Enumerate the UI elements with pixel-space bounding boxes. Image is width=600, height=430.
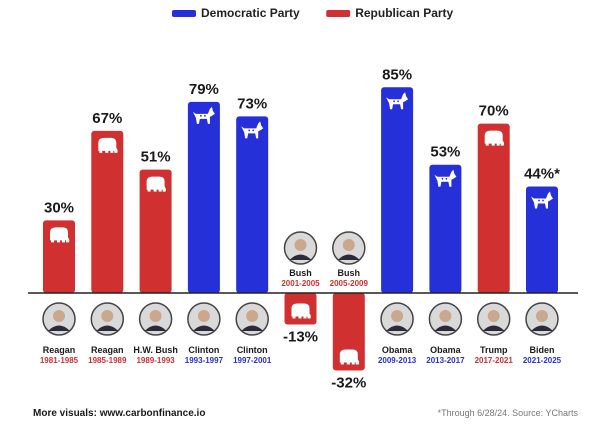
elephant-icon (50, 227, 70, 243)
bar-11 (526, 186, 558, 293)
elephant-icon (98, 137, 118, 153)
president-name-10: Trump (480, 345, 508, 355)
president-name-9: Obama (430, 345, 462, 355)
legend-swatch-2 (326, 10, 351, 17)
donkey-icon (241, 121, 264, 139)
donkey-icon (434, 169, 457, 187)
elephant-icon (146, 176, 166, 192)
value-label-7: -32% (331, 374, 366, 391)
bar-5 (236, 116, 269, 293)
labels: 30%Reagan1981-198567%Reagan1985-198951%H… (40, 66, 562, 391)
legend: Democratic Party Republican Party (172, 6, 454, 20)
term-years-8: 2009-2013 (378, 356, 417, 365)
avatar (235, 302, 269, 336)
elephant-icon (339, 349, 360, 365)
value-label-11: 44%* (524, 166, 560, 183)
term-years-3: 1989-1993 (136, 356, 175, 365)
president-name-7: Bush (338, 268, 361, 278)
term-years-11: 2021-2025 (523, 356, 562, 365)
president-name-4: Clinton (188, 345, 219, 355)
bar-4 (187, 101, 220, 293)
term-years-6: 2001-2005 (281, 279, 320, 288)
footer-source: *Through 6/28/24. Source: YCharts (438, 408, 579, 418)
bar-8 (381, 87, 414, 293)
avatar (138, 302, 173, 336)
value-label-8: 85% (382, 66, 412, 83)
value-label-2: 67% (92, 110, 122, 127)
footer-credit: More visuals: www.carbonfinance.io (33, 408, 205, 419)
term-years-5: 1997-2001 (233, 356, 272, 365)
value-label-6: -13% (283, 328, 318, 345)
legend-swatch-1 (172, 10, 196, 17)
bar-3 (139, 169, 172, 293)
president-name-2: Reagan (91, 345, 124, 355)
legend-entry-2: Republican Party (355, 6, 453, 20)
value-label-4: 79% (189, 81, 219, 98)
value-label-9: 53% (430, 144, 460, 161)
donkey-icon (531, 191, 553, 209)
term-years-4: 1993-1997 (185, 356, 224, 365)
elephant-icon (291, 303, 311, 319)
legend-entry-1: Democratic Party (201, 6, 300, 20)
term-years-9: 2013-2017 (426, 356, 465, 365)
president-name-8: Obama (382, 345, 414, 355)
donkey-icon (386, 92, 409, 110)
term-years-1: 1981-1985 (40, 356, 79, 365)
bar-2 (91, 130, 124, 293)
president-name-3: H.W. Bush (133, 345, 178, 355)
term-years-2: 1985-1989 (88, 356, 127, 365)
term-years-7: 2005-2009 (330, 279, 369, 288)
elephant-icon (484, 130, 505, 146)
value-label-10: 70% (479, 103, 509, 120)
president-name-11: Biden (529, 345, 554, 355)
portraits (42, 231, 559, 336)
president-name-6: Bush (289, 268, 312, 278)
value-label-3: 51% (141, 149, 171, 166)
avatar (332, 231, 366, 265)
donkey-icon (192, 106, 215, 124)
avatar (42, 302, 76, 336)
president-name-5: Clinton (237, 345, 268, 355)
avatar (525, 302, 559, 336)
avatar (380, 302, 414, 336)
bar-9 (429, 164, 462, 293)
value-label-1: 30% (44, 199, 74, 216)
avatar (283, 231, 318, 265)
avatar (90, 302, 125, 336)
avatar (476, 302, 511, 336)
president-name-1: Reagan (43, 345, 76, 355)
bars (43, 87, 558, 371)
value-label-5: 73% (237, 95, 267, 112)
bar-10 (477, 123, 510, 293)
avatar (187, 302, 221, 336)
avatar (428, 302, 463, 336)
term-years-10: 2017-2021 (475, 356, 514, 365)
